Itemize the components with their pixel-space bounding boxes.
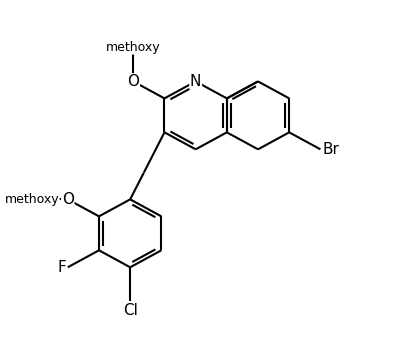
Text: methoxy: methoxy [4, 193, 59, 206]
Text: Br: Br [322, 142, 339, 157]
Text: F: F [57, 260, 66, 275]
Text: N: N [190, 74, 201, 89]
Text: O: O [127, 74, 139, 89]
Text: Cl: Cl [123, 303, 138, 318]
Text: methoxy: methoxy [106, 41, 160, 54]
Text: O: O [62, 192, 74, 207]
